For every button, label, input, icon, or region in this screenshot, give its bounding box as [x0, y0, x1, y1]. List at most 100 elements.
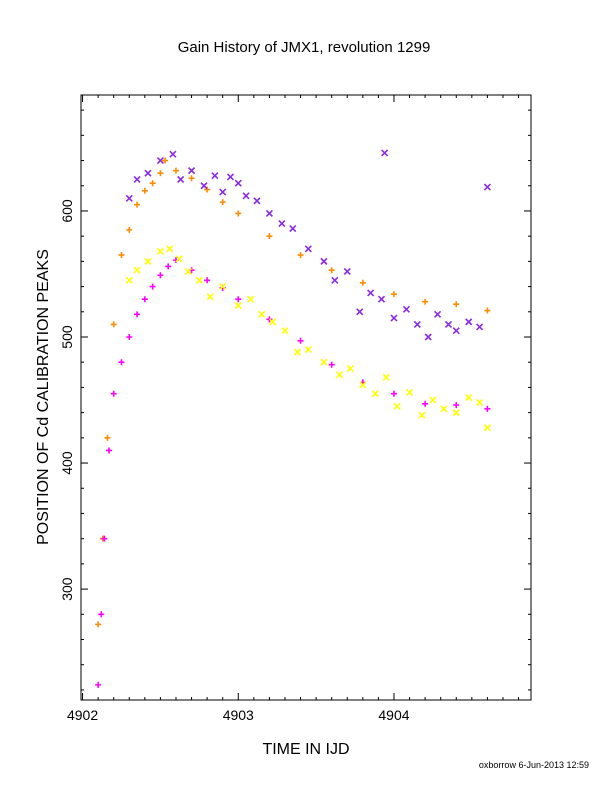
- data-series: [95, 149, 491, 688]
- data-point: [235, 296, 242, 303]
- data-point: [452, 409, 460, 417]
- data-point: [265, 209, 273, 218]
- data-point: [177, 175, 185, 184]
- data-point: [98, 611, 105, 618]
- data-point: [253, 197, 261, 205]
- data-point: [381, 149, 389, 157]
- data-point: [95, 621, 102, 628]
- data-point: [125, 194, 133, 202]
- y-axis-label: POSITION OF Cd CALIBRATION PEAKS: [35, 249, 52, 545]
- data-point: [133, 175, 141, 184]
- data-point: [188, 175, 195, 182]
- data-point: [476, 323, 484, 331]
- data-point: [234, 301, 242, 310]
- data-point: [413, 320, 421, 328]
- data-point: [297, 337, 304, 344]
- data-point: [156, 247, 164, 255]
- data-point: [95, 681, 102, 688]
- data-point: [144, 169, 152, 177]
- y-axis: 300 400 500 600: [59, 109, 531, 691]
- chart-title: Gain History of JMX1, revolution 1299: [178, 39, 431, 56]
- data-point: [118, 252, 125, 259]
- data-point: [206, 293, 214, 301]
- data-point: [101, 535, 108, 542]
- series-3: [125, 245, 491, 432]
- data-point: [268, 318, 277, 326]
- data-point: [211, 172, 219, 180]
- data-point: [165, 263, 172, 270]
- data-point: [266, 233, 273, 240]
- y-tick-label: 500: [59, 325, 75, 349]
- data-point: [133, 266, 141, 274]
- y-tick-label: 600: [59, 199, 75, 223]
- data-point: [242, 192, 250, 200]
- data-point: [258, 310, 266, 318]
- data-point: [118, 359, 125, 366]
- data-point: [204, 186, 211, 193]
- data-point: [281, 327, 289, 335]
- data-point: [484, 307, 491, 314]
- data-point: [331, 276, 339, 284]
- data-point: [166, 245, 174, 253]
- data-point: [304, 346, 312, 354]
- data-point: [141, 187, 148, 194]
- x-tick-label: 4902: [67, 707, 98, 723]
- data-point: [162, 157, 169, 164]
- data-point: [141, 296, 148, 303]
- data-point: [422, 400, 429, 407]
- data-point: [382, 373, 390, 381]
- data-point: [377, 295, 386, 303]
- x-axis-label: TIME IN IJD: [262, 741, 349, 758]
- series-2: [125, 149, 491, 341]
- data-point: [144, 257, 152, 265]
- data-point: [297, 252, 304, 259]
- data-point: [429, 396, 437, 404]
- data-point: [149, 283, 156, 290]
- data-point: [226, 173, 235, 181]
- data-point: [184, 267, 193, 276]
- data-point: [156, 156, 164, 165]
- data-point: [110, 390, 117, 397]
- data-point: [346, 364, 354, 373]
- data-point: [390, 291, 397, 298]
- data-point: [452, 327, 460, 335]
- data-point: [104, 434, 111, 441]
- data-point: [393, 402, 401, 410]
- data-point: [125, 276, 133, 284]
- data-point: [187, 167, 196, 175]
- data-point: [434, 310, 442, 318]
- data-point: [175, 255, 183, 263]
- data-point: [328, 361, 335, 368]
- data-point: [465, 318, 473, 326]
- plot-frame: [80, 94, 532, 701]
- data-point: [149, 180, 156, 187]
- data-point: [390, 390, 397, 397]
- data-point: [234, 179, 242, 187]
- data-point: [424, 333, 432, 341]
- data-point: [320, 257, 328, 265]
- data-point: [440, 405, 448, 413]
- data-point: [484, 405, 491, 412]
- x-axis: 4902 4903 4904: [67, 95, 520, 723]
- x-tick-label: 4903: [223, 707, 254, 723]
- data-point: [328, 267, 335, 274]
- data-point: [405, 388, 414, 397]
- data-point: [126, 226, 133, 233]
- data-point: [219, 283, 227, 291]
- data-point: [422, 298, 429, 305]
- data-point: [289, 225, 297, 233]
- data-point: [235, 210, 242, 217]
- data-point: [483, 424, 491, 432]
- data-point: [483, 183, 491, 191]
- data-point: [418, 411, 426, 419]
- data-point: [335, 371, 344, 379]
- data-point: [278, 219, 286, 228]
- data-point: [134, 311, 141, 318]
- data-point: [134, 201, 141, 208]
- data-point: [126, 334, 133, 340]
- data-point: [172, 167, 179, 174]
- data-point: [219, 188, 227, 196]
- data-point: [453, 301, 460, 308]
- data-point: [465, 393, 473, 402]
- footer-credit: oxborrow 6-Jun-2013 12:59: [479, 760, 589, 770]
